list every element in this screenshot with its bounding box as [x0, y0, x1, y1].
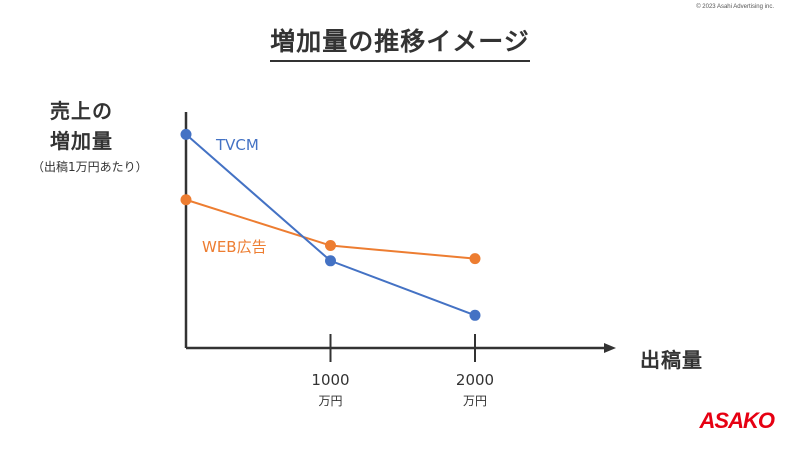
x-axis-label: 出稿量 — [640, 348, 703, 372]
series-label: WEB広告 — [202, 238, 267, 256]
x-tick-unit: 万円 — [318, 394, 342, 408]
page-title: 増加量の推移イメージ — [0, 22, 800, 62]
y-axis-label-line1: 売上の — [50, 99, 113, 123]
asako-logo: ASAKO — [699, 408, 775, 433]
data-point — [180, 128, 192, 140]
y-axis-label: 売上の 増加量 （出稿1万円あたり） — [12, 96, 182, 175]
data-point — [325, 255, 336, 267]
series-line-0 — [185, 133, 476, 317]
y-axis-label-line2: 増加量 — [50, 129, 113, 153]
data-point — [325, 240, 336, 252]
x-tick-label: 1000 — [311, 371, 349, 389]
series-label: TVCM — [215, 136, 259, 154]
data-point — [469, 309, 481, 321]
x-tick-unit: 万円 — [463, 394, 487, 408]
data-point — [180, 194, 192, 206]
chart-title: 増加量の推移イメージ — [270, 22, 530, 62]
y-axis-label-note: （出稿1万円あたり） — [32, 160, 148, 174]
x-axis-arrowhead — [604, 343, 616, 353]
copyright-text: © 2023 Asahi Advertising inc. — [696, 4, 774, 10]
data-point — [469, 253, 481, 265]
x-tick-label: 2000 — [456, 371, 494, 389]
